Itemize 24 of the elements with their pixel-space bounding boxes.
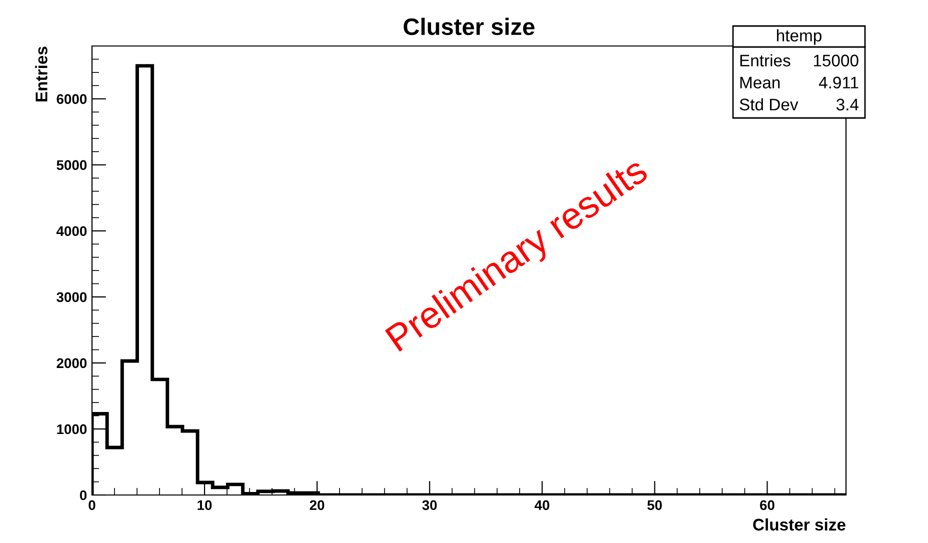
y-tick-label: 6000: [56, 94, 87, 104]
x-tick-label: 20: [310, 500, 324, 510]
y-tick-label: 4000: [56, 226, 87, 236]
x-tick-label: 50: [647, 500, 662, 510]
text: htemp: [776, 29, 822, 45]
x-tick-label: 30: [422, 500, 437, 510]
x-tick-label: 40: [534, 500, 550, 510]
y-tick-label: 0: [80, 490, 87, 500]
x-axis-title: Cluster size: [753, 518, 846, 531]
annotation: 4.911: [818, 76, 858, 88]
x-tick-label: 0: [88, 500, 96, 510]
y-tick-label: 3000: [56, 292, 87, 302]
annotation: 3.4: [836, 98, 859, 110]
y-tick-label: 1000: [57, 424, 87, 434]
x-tick-label: 60: [760, 500, 774, 510]
annotation: Std Dev: [740, 98, 798, 110]
chart-title: Cluster size: [404, 18, 534, 36]
annotation: Mean: [740, 76, 780, 88]
y-tick-label: 2000: [56, 358, 87, 368]
x-tick-label: 10: [198, 500, 212, 510]
y-tick-label: 5000: [56, 160, 87, 170]
annotation: 15000: [814, 54, 858, 66]
y-axis-title: Entries: [35, 46, 48, 102]
annotation: Entries: [740, 54, 790, 66]
